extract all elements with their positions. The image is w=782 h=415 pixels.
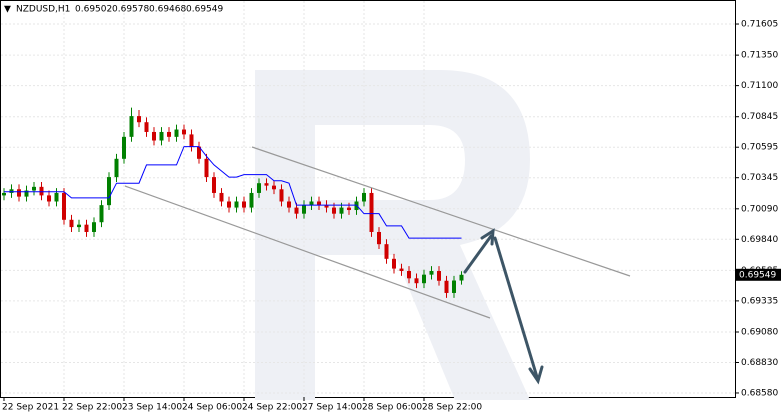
candle-body bbox=[369, 192, 374, 232]
candle-body bbox=[399, 268, 404, 272]
candle-body bbox=[339, 207, 344, 214]
candle-body bbox=[54, 192, 59, 202]
candle-body bbox=[414, 278, 419, 284]
candle-body bbox=[189, 134, 194, 147]
x-tick-label: 22 Sep 22:00 bbox=[62, 403, 122, 413]
candle-body bbox=[62, 192, 66, 220]
y-tick-label: 0.68830 bbox=[741, 358, 778, 368]
header: NZDUSD,H1 0.69502 0.69578 0.69468 0.6954… bbox=[16, 5, 223, 15]
candle-body bbox=[257, 183, 261, 193]
candle-body bbox=[362, 192, 366, 202]
watermark bbox=[255, 70, 530, 400]
candle-body bbox=[47, 195, 51, 202]
candle-body bbox=[69, 219, 74, 228]
channel bbox=[124, 146, 631, 319]
candle-body bbox=[302, 205, 306, 214]
y-tick-label: 0.69840 bbox=[741, 235, 778, 245]
candle-body bbox=[144, 122, 149, 132]
candle-body bbox=[407, 271, 411, 279]
candle-body bbox=[227, 201, 231, 208]
candle-body bbox=[167, 131, 171, 137]
candle-body bbox=[279, 189, 284, 202]
candle-body bbox=[287, 201, 291, 208]
x-tick-label: 28 Sep 22:00 bbox=[422, 403, 482, 413]
candle-body bbox=[384, 244, 389, 259]
high-value: 0.69578 bbox=[112, 5, 149, 15]
candle-body bbox=[324, 205, 329, 208]
y-tick-label: 0.70845 bbox=[741, 112, 778, 122]
candle-body bbox=[9, 189, 14, 193]
x-tick-label: 27 Sep 14:00 bbox=[302, 403, 362, 413]
candle-body bbox=[452, 280, 456, 293]
candle-body bbox=[309, 201, 314, 206]
candle-body bbox=[264, 183, 269, 186]
candle-body bbox=[347, 207, 351, 211]
y-tick-label: 0.71350 bbox=[741, 51, 778, 61]
candle-body bbox=[197, 146, 201, 159]
y-tick-label: 0.70595 bbox=[741, 143, 778, 153]
candle-body bbox=[459, 274, 464, 281]
y-tick-label: 0.71100 bbox=[741, 81, 778, 91]
price-label-bg bbox=[736, 268, 781, 281]
x-tick-label: 23 Sep 14:00 bbox=[122, 403, 182, 413]
x-tick-label: 24 Sep 22:00 bbox=[242, 403, 302, 413]
candle-body bbox=[17, 189, 21, 197]
y-tick-label: 0.68580 bbox=[741, 388, 778, 398]
candle-body bbox=[212, 177, 216, 193]
candle-body bbox=[422, 274, 426, 284]
candle-body bbox=[99, 205, 104, 223]
y-tick-label: 0.69335 bbox=[741, 296, 778, 306]
candle-body bbox=[2, 192, 6, 196]
candle-body bbox=[204, 158, 209, 178]
candle-body bbox=[437, 271, 441, 281]
plot bbox=[1, 1, 735, 397]
candle-body bbox=[332, 207, 336, 214]
kijun-line bbox=[4, 146, 462, 239]
candle-body bbox=[92, 222, 96, 232]
plot-frame bbox=[0, 0, 736, 398]
candle-body bbox=[122, 136, 126, 159]
candle-body bbox=[429, 271, 434, 275]
candle-body bbox=[152, 131, 156, 141]
forecast-arrows bbox=[463, 228, 544, 385]
candle-body bbox=[107, 177, 111, 206]
price-label: 0.69549 bbox=[739, 270, 776, 280]
candle-body bbox=[39, 186, 44, 196]
candle-body bbox=[182, 129, 186, 135]
open-value: 0.69502 bbox=[75, 5, 112, 15]
candle-body bbox=[24, 190, 29, 197]
symbol: NZDUSD,H1 bbox=[16, 5, 70, 15]
y-tick-label: 0.71605 bbox=[741, 20, 778, 30]
candle-body bbox=[294, 207, 299, 214]
x-tick-label: 28 Sep 06:00 bbox=[362, 403, 422, 413]
candle-body bbox=[377, 231, 381, 245]
candle-body bbox=[174, 129, 179, 137]
candle-body bbox=[32, 186, 36, 191]
candle-body bbox=[272, 185, 276, 190]
y-tick-label: 0.69080 bbox=[741, 327, 778, 337]
candle-body bbox=[249, 192, 254, 208]
candle-body bbox=[234, 201, 239, 208]
candle-body bbox=[444, 280, 449, 293]
candle-body bbox=[392, 258, 396, 269]
header-arrow: ▼ bbox=[4, 5, 11, 15]
x-tick-label: 24 Sep 06:00 bbox=[182, 403, 242, 413]
candle-body bbox=[114, 158, 119, 178]
candle-body bbox=[159, 131, 164, 141]
candle-body bbox=[137, 116, 141, 123]
candle-body bbox=[219, 192, 224, 202]
candle-body bbox=[317, 201, 321, 206]
candle-body bbox=[77, 224, 81, 228]
low-value: 0.69468 bbox=[149, 5, 186, 15]
y-tick-label: 0.70090 bbox=[741, 204, 778, 214]
candle-body bbox=[129, 116, 134, 137]
candle-body bbox=[84, 224, 89, 232]
close-value: 0.69549 bbox=[186, 5, 223, 15]
candle-body bbox=[242, 201, 246, 208]
y-tick-label: 0.70345 bbox=[741, 173, 778, 183]
x-tick-label: 22 Sep 2021 bbox=[2, 403, 59, 413]
